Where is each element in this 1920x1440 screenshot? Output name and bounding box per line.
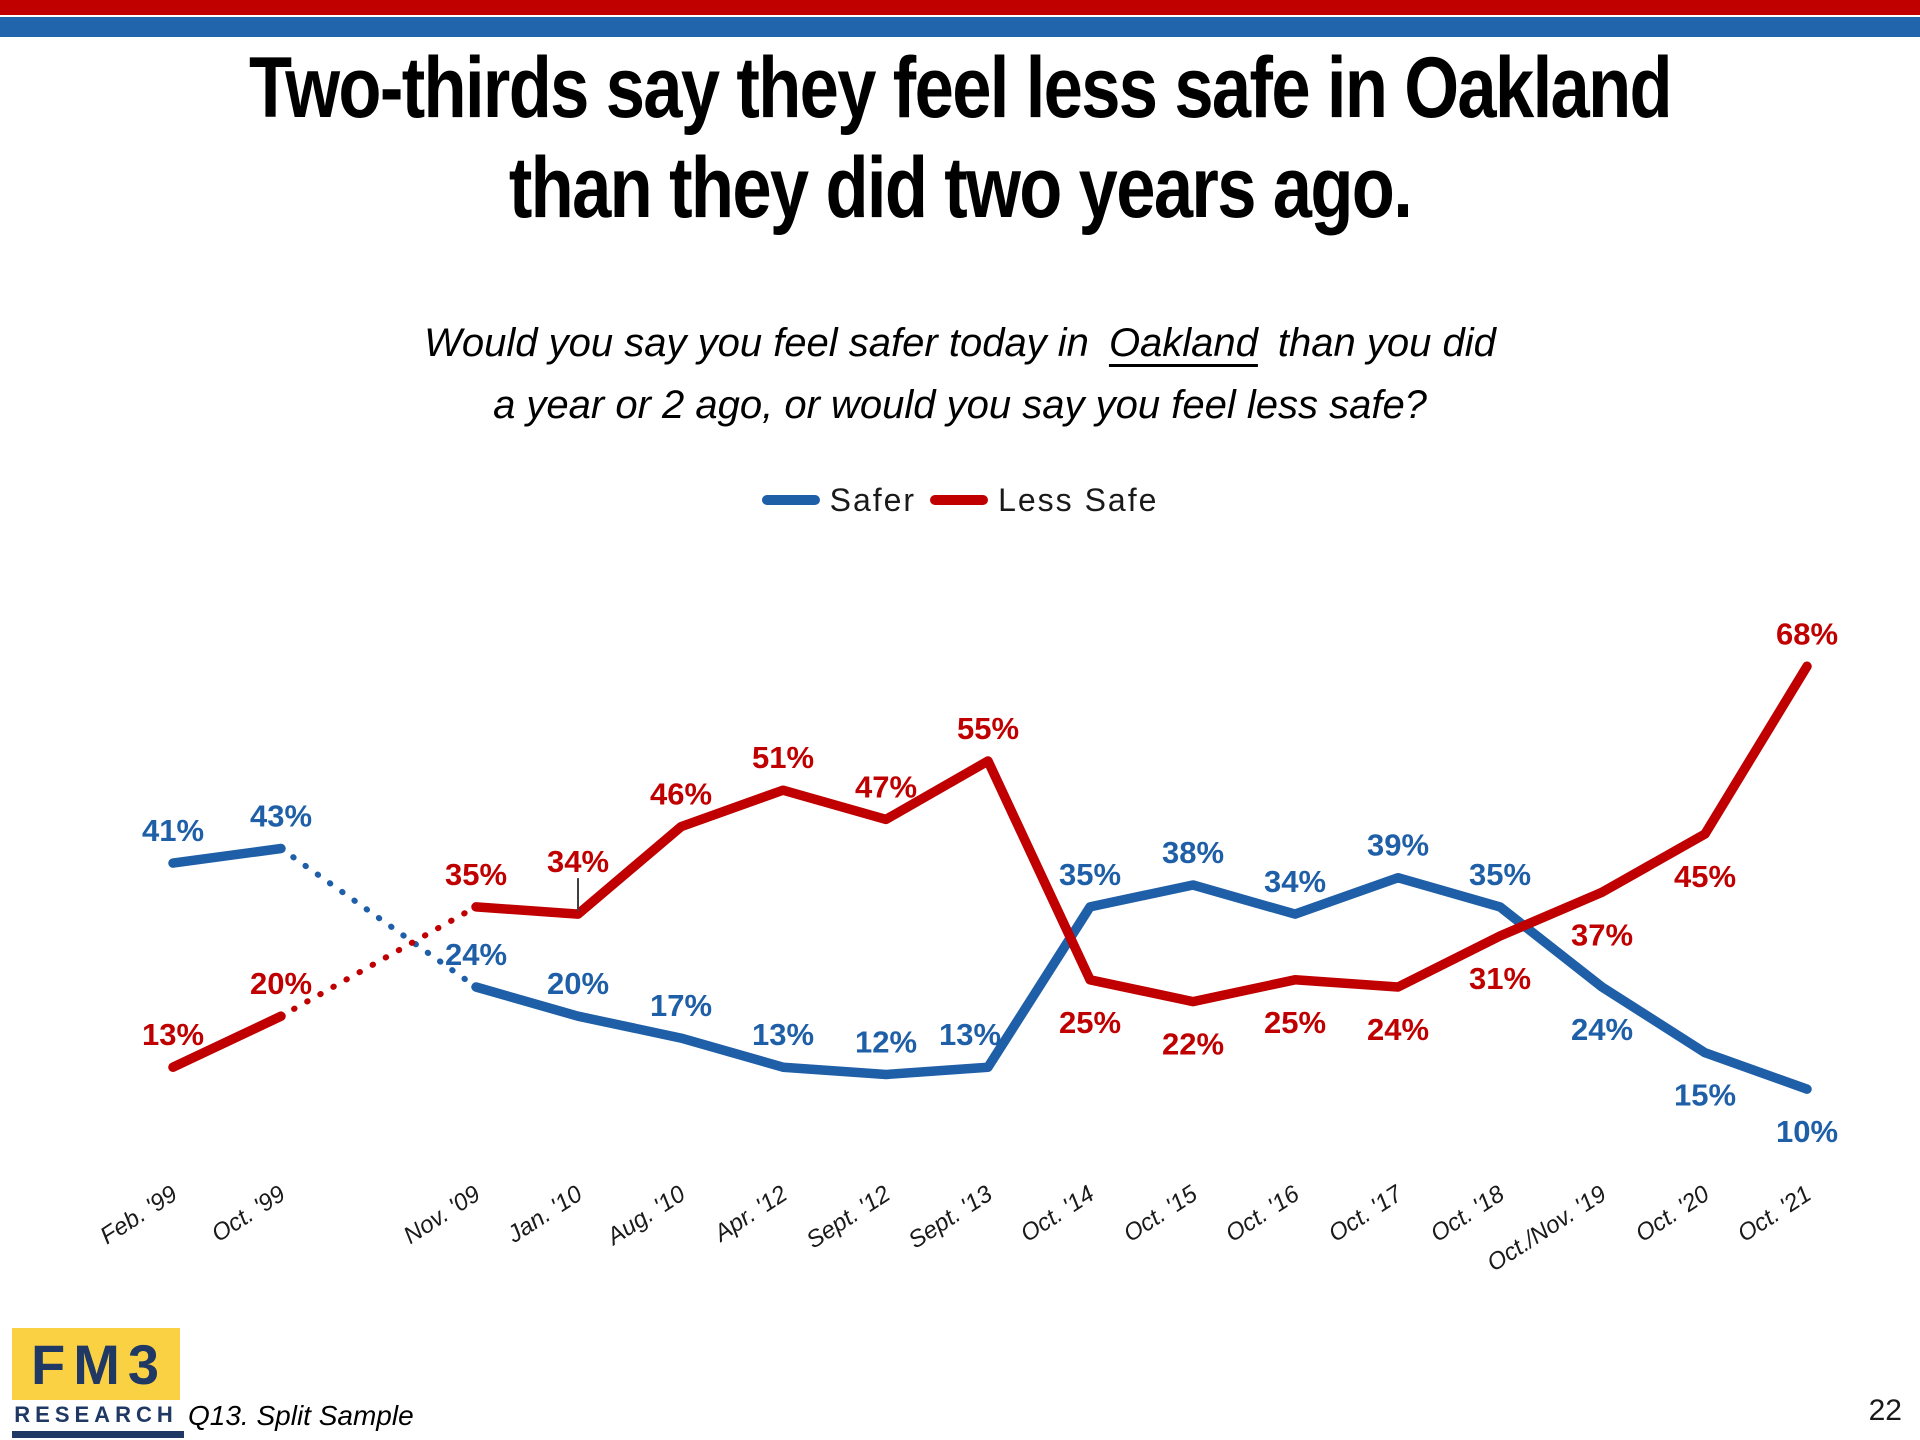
less-safe-data-label: 35% [445, 857, 507, 892]
less-safe-legend-swatch [930, 495, 989, 505]
x-axis-label: Oct. '99 [207, 1180, 290, 1247]
page-number: 22 [1868, 1394, 1902, 1427]
less-safe-data-label: 24% [1367, 1012, 1429, 1047]
legend-item-safer: Safer [761, 481, 917, 519]
top-accent-bar-red [0, 0, 1920, 15]
safer-data-label: 41% [142, 813, 204, 848]
logo-wordmark: RESEARCH [14, 1402, 178, 1427]
title-line-2: than they did two years ago. [508, 140, 1413, 236]
safer-legend-swatch [761, 495, 820, 505]
x-axis-label: Oct. '17 [1324, 1179, 1409, 1247]
safer-data-label: 34% [1264, 864, 1326, 899]
logo-underline [12, 1431, 184, 1438]
survey-question: Would you say you feel safer today in Oak… [0, 312, 1920, 436]
safer-data-label: 13% [939, 1017, 1001, 1052]
less-safe-data-label: 34% [547, 844, 609, 879]
x-axis-label: Sept. '13 [904, 1180, 998, 1254]
safer-data-label: 10% [1776, 1114, 1838, 1149]
top-accent-bar-blue [0, 17, 1920, 37]
x-axis-label: Feb. '99 [95, 1180, 182, 1249]
safer-data-label: 24% [445, 937, 507, 972]
safer-data-label: 15% [1674, 1078, 1736, 1113]
less-safe-data-label: 13% [142, 1017, 204, 1052]
x-axis-label: Oct. '21 [1733, 1180, 1816, 1247]
legend-item-less-safe: Less Safe [930, 482, 1158, 519]
less-safe-data-label: 22% [1162, 1027, 1224, 1062]
safer-data-label: 38% [1162, 835, 1224, 870]
x-axis-label: Sept. '12 [802, 1180, 896, 1254]
x-axis-label: Aug. '10 [601, 1180, 691, 1252]
logo-mark: FM3 [12, 1328, 180, 1400]
safer-data-label: 17% [650, 988, 712, 1023]
less-safe-data-label: 37% [1571, 917, 1633, 952]
safer-line-time-break-dotted [278, 845, 479, 990]
less-safe-data-label: 45% [1674, 859, 1736, 894]
less-safe-data-label: 68% [1776, 616, 1838, 651]
question-line-2: a year or 2 ago, or would you say you fe… [493, 383, 1427, 427]
slide-title: Two-thirds say they feel less safe in Oa… [173, 38, 1747, 238]
question-line-1: Would you say you feel safer today in Oak… [424, 321, 1496, 365]
x-axis-label: Apr. '12 [708, 1180, 792, 1248]
safer-data-label: 35% [1059, 857, 1121, 892]
less-safe-data-label: 55% [957, 711, 1019, 746]
question-source-note: Q13. Split Sample [188, 1400, 414, 1431]
safer-data-label: 20% [547, 966, 609, 1001]
safer-data-label: 24% [1571, 1012, 1633, 1047]
less-safe-data-label: 20% [250, 966, 312, 1001]
x-axis-label: Oct. '20 [1631, 1180, 1715, 1248]
safer-data-label: 12% [855, 1025, 917, 1060]
less-safe-data-label: 25% [1264, 1005, 1326, 1040]
legend-label-less-safe: Less Safe [998, 481, 1159, 518]
safer-data-label: 43% [250, 799, 312, 834]
chart-legend: Safer Less Safe [0, 478, 1920, 522]
safer-data-label: 13% [752, 1017, 814, 1052]
less-safe-line-main-solid [471, 661, 1812, 1007]
safer-line-early-solid [168, 843, 286, 868]
x-axis-label: Oct. '14 [1016, 1180, 1099, 1247]
x-axis-label: Jan. '10 [502, 1180, 588, 1249]
title-line-1: Two-thirds say they feel less safe in Oa… [248, 40, 1673, 136]
x-axis-label: Oct. '18 [1426, 1180, 1510, 1248]
x-axis-label: Nov. '09 [399, 1180, 485, 1249]
less-safe-data-label: 51% [752, 740, 814, 775]
x-axis-label: Oct. '16 [1221, 1180, 1305, 1248]
fm3-research-logo: FM3 RESEARCH [12, 1328, 184, 1438]
less-safe-data-label: 47% [855, 769, 917, 804]
less-safe-data-label: 25% [1059, 1005, 1121, 1040]
legend-label-safer: Safer [829, 481, 917, 518]
less-safe-data-label: 46% [650, 777, 712, 812]
safer-line-main-solid [471, 872, 1812, 1094]
less-safe-line-early-solid [168, 1011, 286, 1072]
underlined-word: Oakland [1108, 321, 1258, 365]
safer-data-label: 39% [1367, 828, 1429, 863]
x-axis-label: Oct. '15 [1119, 1180, 1203, 1248]
safer-data-label: 35% [1469, 857, 1531, 892]
less-safe-data-label: 31% [1469, 961, 1531, 996]
